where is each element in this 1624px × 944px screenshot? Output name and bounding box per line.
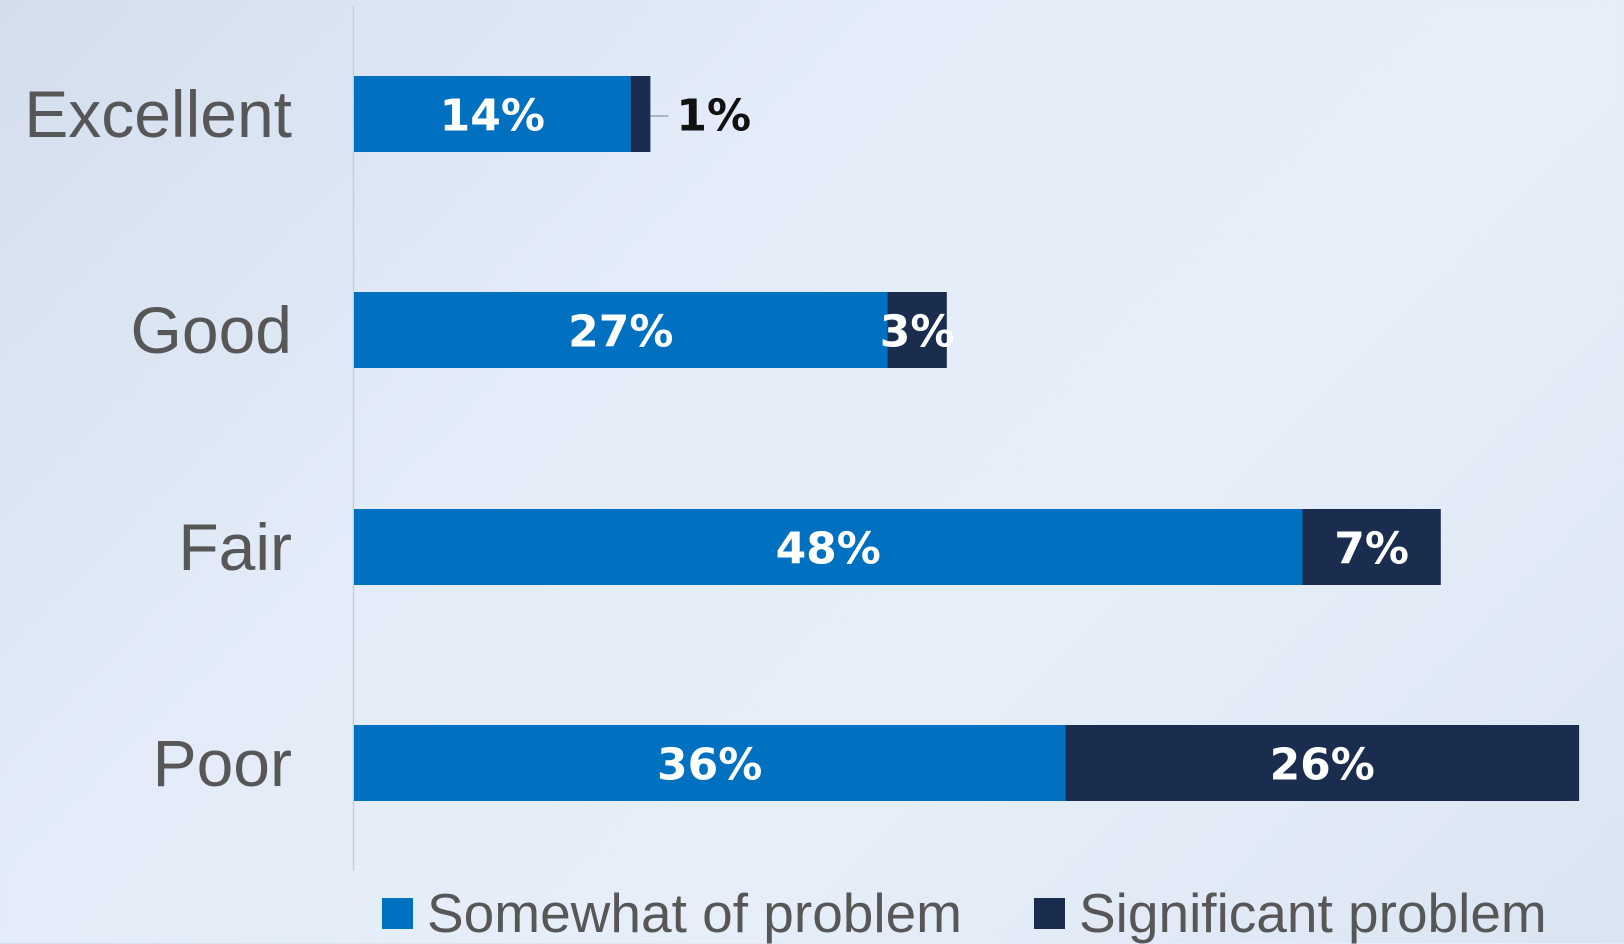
data-label-fair-somewhat: 48%	[776, 524, 881, 575]
category-label-excellent: Excellent	[24, 77, 292, 151]
category-label-good: Good	[131, 293, 292, 367]
data-label-fair-significant: 7%	[1334, 524, 1409, 575]
bars-layer	[354, 76, 1580, 801]
category-label-poor: Poor	[153, 726, 292, 800]
bar-fair-somewhat	[354, 509, 1303, 585]
bar-excellent-significant	[630, 76, 651, 152]
bar-fair-significant	[1302, 509, 1441, 585]
data-label-excellent-significant: 1%	[676, 91, 751, 142]
legend: Somewhat of problem Significant problem	[382, 884, 1624, 943]
legend-item-somewhat: Somewhat of problem	[382, 886, 962, 941]
bar-poor-somewhat	[354, 725, 1066, 801]
legend-label-significant: Significant problem	[1079, 882, 1547, 944]
bar-excellent-somewhat	[354, 76, 631, 152]
category-label-fair: Fair	[178, 510, 292, 584]
data-label-poor-somewhat: 36%	[657, 740, 762, 791]
bar-poor-significant	[1065, 725, 1580, 801]
bar-good-significant	[887, 292, 947, 368]
legend-swatch-somewhat	[382, 898, 413, 929]
legend-swatch-significant	[1034, 898, 1065, 929]
data-label-good-somewhat: 27%	[568, 307, 673, 358]
labels-layer: Excellent 14% 1% Good 27% 3% Fair 48% 7% Poor 36% 2…	[24, 77, 1409, 800]
legend-label-somewhat: Somewhat of problem	[427, 882, 962, 944]
data-label-poor-significant: 26%	[1270, 740, 1375, 791]
data-label-good-significant: 3%	[880, 307, 955, 358]
legend-item-significant: Significant problem	[1034, 886, 1547, 941]
data-label-excellent-somewhat: 14%	[440, 91, 545, 142]
bar-good-somewhat	[354, 292, 888, 368]
